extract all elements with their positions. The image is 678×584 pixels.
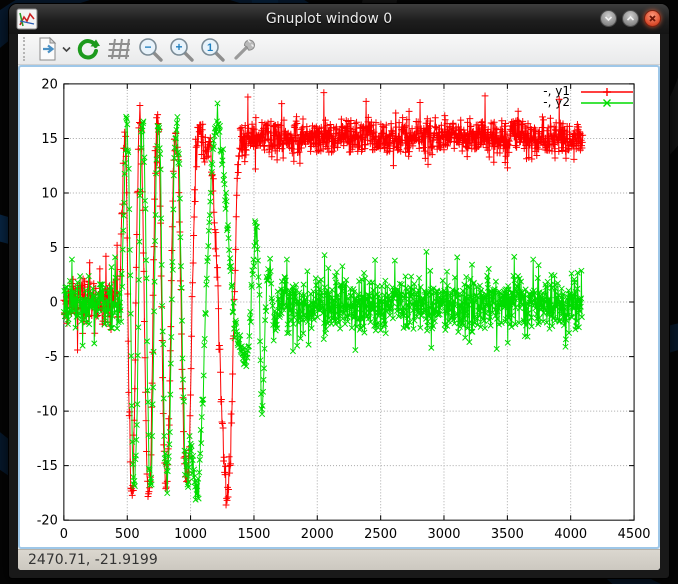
legend-sample-line (581, 98, 633, 107)
x-tick-label: 4500 (618, 527, 651, 542)
refresh-icon (77, 39, 100, 60)
x-tick-label: 500 (115, 527, 140, 542)
x-tick-label: 4000 (554, 527, 587, 542)
zoom-reset-button[interactable]: 1 (198, 36, 226, 63)
window-content: − + 1 (18, 34, 660, 570)
series-line-1 (63, 103, 583, 500)
svg-text:+: + (175, 40, 182, 54)
y-tick-label: -15 (37, 459, 58, 474)
zoom-out-button[interactable]: − (136, 36, 164, 63)
grid-lines (63, 83, 635, 521)
svg-text:1: 1 (206, 42, 212, 54)
magnifier-plus-icon: + (169, 37, 194, 62)
minimize-button[interactable] (600, 10, 617, 27)
toolbar-drag-handle[interactable] (23, 37, 28, 61)
svg-text:−: − (144, 40, 151, 54)
export-plot-button[interactable] (34, 36, 62, 63)
toggle-grid-button[interactable] (105, 36, 133, 63)
magnifier-minus-icon: − (138, 37, 163, 62)
titlebar[interactable]: Gnuplot window 0 (9, 4, 669, 34)
grid-icon (107, 38, 130, 60)
chevron-down-icon (61, 46, 71, 52)
y-tick-label: 20 (41, 77, 57, 92)
x-tick-label: 2500 (364, 527, 397, 542)
gnuplot-app-icon (16, 8, 38, 30)
close-icon (649, 15, 656, 22)
plot-canvas[interactable]: -, y1 -, y2 -20 -15 -10 -5 0 5 10 15 20 0 500 1000 15… (18, 65, 660, 549)
chevron-up-icon (626, 15, 635, 21)
plot-legend: -, y1 -, y2 (543, 85, 634, 109)
x-tick-label: 3000 (428, 527, 461, 542)
x-tick-label: 1000 (174, 527, 207, 542)
zoom-in-button[interactable]: + (167, 36, 195, 63)
series-markers-1 (60, 100, 585, 503)
y-tick-label: 10 (41, 186, 57, 201)
axis-ticks (63, 83, 635, 521)
series-line-0 (63, 92, 584, 506)
y-tick-label: 5 (50, 241, 58, 256)
y-tick-label: 0 (50, 296, 58, 311)
options-button[interactable] (229, 36, 257, 63)
gnuplot-window: Gnuplot window 0 (8, 3, 670, 579)
statusbar: 2470.71, -21.9199 (18, 549, 660, 570)
x-tick-label: 3500 (491, 527, 524, 542)
x-tick-label: 2000 (301, 527, 334, 542)
cursor-coordinates: 2470.71, -21.9199 (28, 552, 158, 568)
magnifier-1-icon: 1 (200, 37, 225, 62)
x-tick-label: 0 (60, 527, 68, 542)
legend-label: -, y2 (543, 95, 570, 109)
y-tick-label: -10 (37, 405, 58, 420)
wrench-icon (234, 39, 255, 60)
toolbar: − + 1 (18, 34, 660, 65)
y-tick-label: 15 (41, 132, 57, 147)
maximize-button[interactable] (622, 10, 639, 27)
chevron-down-icon (604, 16, 613, 22)
window-title: Gnuplot window 0 (265, 11, 393, 27)
close-button[interactable] (644, 10, 661, 27)
plot-area: -20 -15 -10 -5 0 5 10 15 20 0 500 1000 1500 2000 2500 3… (37, 77, 651, 542)
export-dropdown-button[interactable] (61, 36, 71, 63)
y-tick-label: -5 (45, 350, 58, 365)
document-export-icon (39, 36, 57, 61)
replot-button[interactable] (74, 36, 102, 63)
y-tick-label: -20 (37, 514, 58, 529)
x-tick-label: 1500 (237, 527, 270, 542)
series-markers-0 (60, 89, 587, 509)
legend-entry: -, y2 (543, 95, 634, 109)
plot-border (63, 83, 635, 521)
legend-sample-line (581, 87, 633, 96)
